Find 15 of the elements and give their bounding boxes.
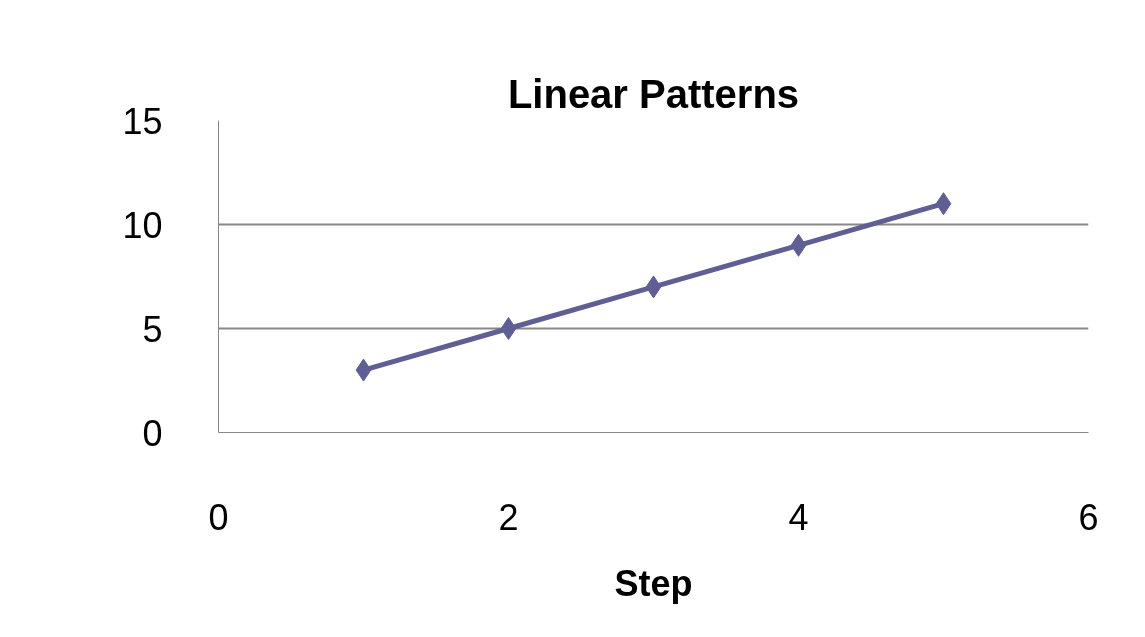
y-tick-label: 5 <box>142 308 163 350</box>
y-tick-label: 0 <box>142 412 163 454</box>
chart-title: Linear Patterns <box>507 71 800 116</box>
point <box>935 192 952 216</box>
point <box>355 358 372 382</box>
x-tick-label: 0 <box>208 496 229 538</box>
x-axis-title: Step <box>614 562 693 604</box>
x-tick-label: 6 <box>1078 496 1099 538</box>
point <box>500 317 517 340</box>
x-tick-label: 2 <box>498 496 519 538</box>
x-tick-label: 4 <box>788 496 809 538</box>
y-tick-label: 15 <box>122 100 163 142</box>
y-tick-label: 10 <box>122 204 163 246</box>
point <box>790 233 807 257</box>
point <box>645 275 662 299</box>
